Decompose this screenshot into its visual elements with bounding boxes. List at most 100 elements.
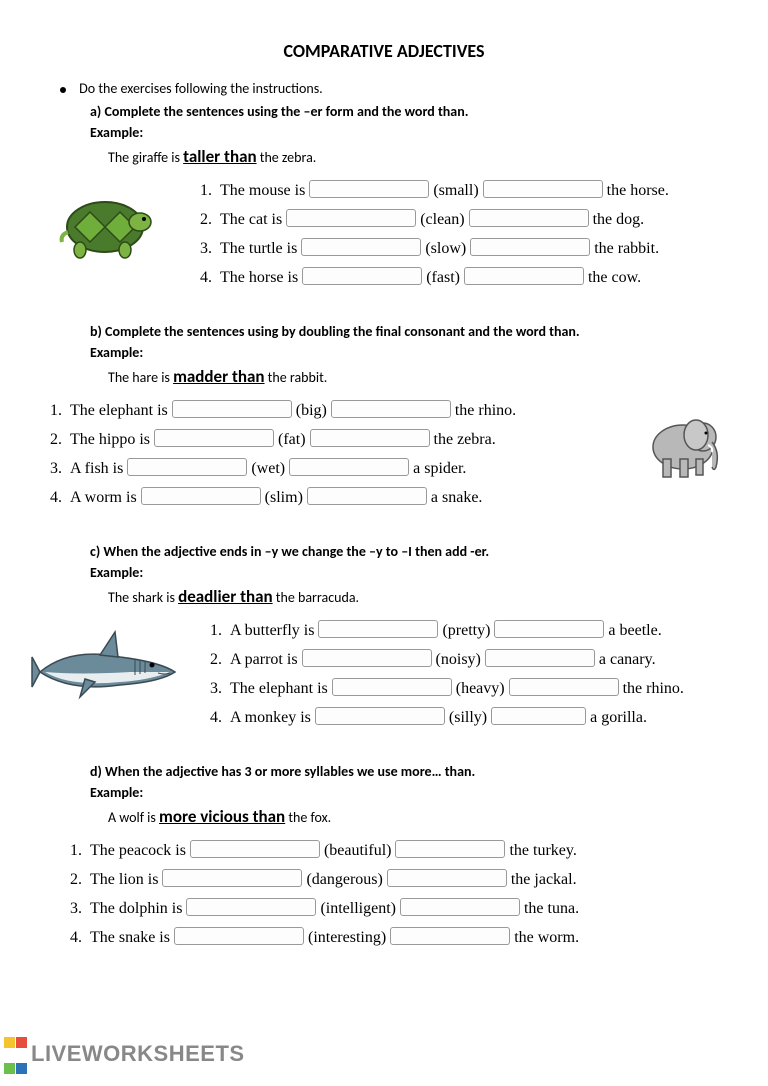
sentence-pre: A monkey is [230,709,311,727]
sentence-pre: The horse is [220,269,298,287]
section-d-head: d) When the adjective has 3 or more syll… [90,761,738,803]
sentence-pre: The dolphin is [90,900,182,918]
section-a-letter: a) [90,103,101,120]
answer-blank[interactable] [485,649,595,667]
sentence-post: a canary. [599,651,656,669]
example-label: Example: [90,124,143,141]
sentence-row: 4.The snake is (interesting) the worm. [60,924,738,947]
answer-blank[interactable] [509,678,619,696]
sentence-hint: (fat) [278,431,306,449]
answer-blank[interactable] [302,649,432,667]
answer-blank[interactable] [302,267,422,285]
ex-pre: A wolf is [108,809,159,826]
sentence-pre: The cat is [220,211,282,229]
answer-blank[interactable] [172,400,292,418]
sentence-number: 1. [190,182,212,200]
answer-blank[interactable] [186,898,316,916]
answer-blank[interactable] [331,400,451,418]
sentence-post: the turkey. [509,842,576,860]
intro-line: Do the exercises following the instructi… [60,80,738,97]
answer-blank[interactable] [174,927,304,945]
ex-pre: The shark is [108,589,178,606]
sentence-number: 1. [40,402,62,420]
sentence-hint: (clean) [420,211,464,229]
sentence-number: 3. [200,680,222,698]
answer-blank[interactable] [464,267,584,285]
section-b-instruction: Complete the sentences using by doubling… [105,323,580,340]
answer-blank[interactable] [286,209,416,227]
answer-blank[interactable] [307,487,427,505]
sentence-hint: (big) [296,402,327,420]
example-label: Example: [90,344,143,361]
sentence-post: the dog. [593,211,645,229]
answer-blank[interactable] [470,238,590,256]
ex-emphasis: more vicious than [159,806,285,827]
sentence-row: 4.The horse is (fast) the cow. [190,264,669,287]
sentence-hint: (dangerous) [306,871,382,889]
sentence-row: 4.A worm is (slim) a snake. [40,484,638,507]
sentence-row: 1.The mouse is (small) the horse. [190,177,669,200]
answer-blank[interactable] [315,707,445,725]
sentence-pre: The elephant is [70,402,168,420]
section-b-head: b) Complete the sentences using by doubl… [90,321,738,363]
answer-blank[interactable] [127,458,247,476]
answer-blank[interactable] [310,429,430,447]
sentence-pre: The lion is [90,871,158,889]
answer-blank[interactable] [154,429,274,447]
answer-blank[interactable] [332,678,452,696]
sentence-post: a snake. [431,489,483,507]
sentence-hint: (pretty) [442,622,490,640]
sentence-row: 3.The elephant is (heavy) the rhino. [200,675,684,698]
sentence-pre: A fish is [70,460,123,478]
sentence-number: 3. [40,460,62,478]
intro-text: Do the exercises following the instructi… [79,80,323,97]
sentence-pre: The elephant is [230,680,328,698]
sentence-hint: (interesting) [308,929,386,947]
answer-blank[interactable] [190,840,320,858]
ex-pre: The giraffe is [108,149,183,166]
logo-squares [4,1028,28,1080]
turtle-image [50,177,160,293]
sentence-hint: (small) [433,182,478,200]
sentence-pre: The hippo is [70,431,150,449]
sentence-row: 1.A butterfly is (pretty) a beetle. [200,617,684,640]
sentence-row: 4.A monkey is (silly) a gorilla. [200,704,684,727]
section-a-example: The giraffe is taller than the zebra. [108,146,738,167]
sentence-post: a gorilla. [590,709,647,727]
section-c-head: c) When the adjective ends in –y we chan… [90,541,738,583]
answer-blank[interactable] [387,869,507,887]
answer-blank[interactable] [141,487,261,505]
answer-blank[interactable] [289,458,409,476]
sentence-hint: (wet) [251,460,285,478]
answer-blank[interactable] [395,840,505,858]
answer-blank[interactable] [483,180,603,198]
answer-blank[interactable] [469,209,589,227]
answer-blank[interactable] [491,707,586,725]
answer-blank[interactable] [162,869,302,887]
sentence-number: 4. [40,489,62,507]
watermark: LIVEWORKSHEETS [4,1028,245,1080]
section-c-instruction: When the adjective ends in –y we change … [103,543,489,560]
section-a-body: 1.The mouse is (small) the horse.2.The c… [30,177,738,293]
sentence-number: 3. [190,240,212,258]
example-label: Example: [90,784,143,801]
sentence-number: 4. [200,709,222,727]
sentence-row: 2.The hippo is (fat) the zebra. [40,426,638,449]
sentence-hint: (fast) [426,269,460,287]
sentence-number: 2. [40,431,62,449]
ex-post: the barracuda. [273,589,359,606]
answer-blank[interactable] [318,620,438,638]
sentence-hint: (noisy) [436,651,481,669]
section-a-instruction: Complete the sentences using the –er for… [104,103,468,120]
sentence-hint: (slow) [425,240,466,258]
answer-blank[interactable] [494,620,604,638]
sentence-post: the rabbit. [594,240,659,258]
section-b-sentences: 1.The elephant is (big) the rhino.2.The … [40,397,638,513]
ex-emphasis: taller than [183,146,256,167]
answer-blank[interactable] [301,238,421,256]
answer-blank[interactable] [309,180,429,198]
answer-blank[interactable] [400,898,520,916]
elephant-image [638,397,728,513]
answer-blank[interactable] [390,927,510,945]
section-d-letter: d) [90,763,102,780]
